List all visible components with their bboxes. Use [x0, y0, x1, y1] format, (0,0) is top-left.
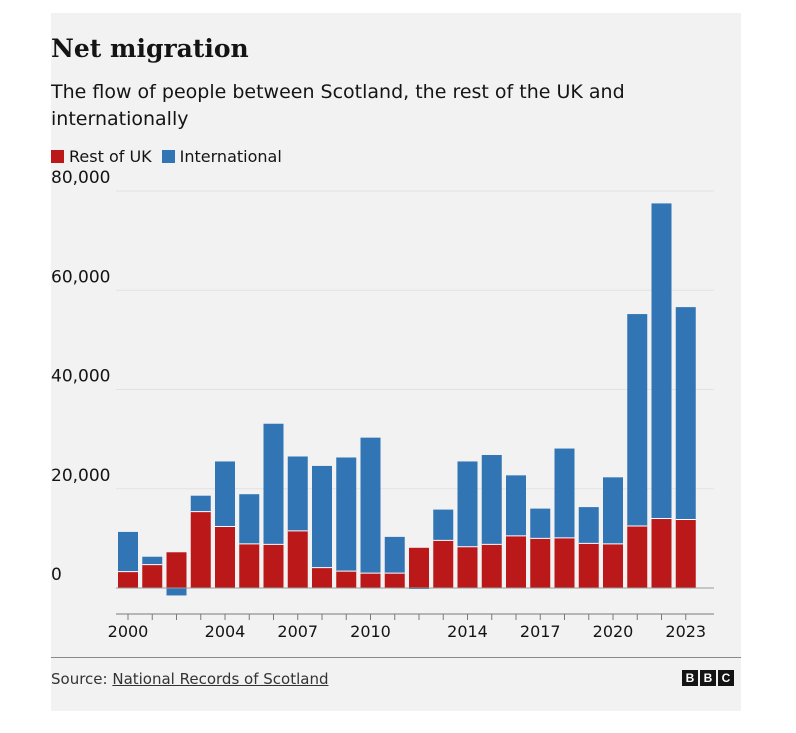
bar-international [215, 461, 235, 527]
legend-swatch-international [161, 150, 175, 163]
bar-international [360, 437, 381, 574]
x-tick-label: 2010 [350, 622, 391, 641]
chart-subtitle: The flow of people between Scotland, the… [51, 81, 625, 130]
x-tick-label: 2000 [108, 622, 149, 641]
bbc-logo-letter: B [700, 670, 716, 686]
bar-international [506, 475, 526, 536]
source-link[interactable]: National Records of Scotland [112, 670, 329, 688]
bar-international [142, 556, 163, 565]
y-tick-label: 60,000 [51, 267, 110, 287]
x-tick-label: 2004 [205, 622, 246, 641]
bar-rest-of-uk [675, 519, 696, 588]
bar-rest-of-uk [360, 573, 381, 588]
bar-rest-of-uk [651, 518, 672, 588]
bar-international [457, 461, 478, 547]
bar-international [675, 307, 696, 520]
bar-rest-of-uk [287, 530, 308, 588]
legend-item-international: International [161, 147, 282, 166]
bbc-logo-letter: B [682, 670, 698, 686]
bar-rest-of-uk [239, 543, 260, 588]
bar-international [287, 456, 308, 531]
x-tick-label: 2007 [277, 622, 318, 641]
bar-rest-of-uk [578, 543, 599, 588]
bar-rest-of-uk [409, 547, 429, 588]
legend: Rest of UK International [51, 147, 292, 166]
chart-card [51, 13, 741, 711]
x-tick-label: 2014 [447, 622, 488, 641]
legend-label-rest-of-uk: Rest of UK [69, 147, 152, 166]
bar-international [190, 495, 211, 512]
bar-international [312, 465, 332, 568]
bar-international [433, 509, 454, 541]
bar-international [554, 448, 575, 538]
legend-item-rest-of-uk: Rest of UK [51, 147, 152, 166]
bar-rest-of-uk [433, 540, 454, 588]
bbc-logo-letter: C [718, 670, 734, 686]
bar-rest-of-uk [457, 546, 478, 588]
bar-rest-of-uk [627, 525, 648, 588]
bar-rest-of-uk [312, 567, 332, 588]
bar-rest-of-uk [190, 511, 211, 588]
bar-rest-of-uk [336, 571, 357, 588]
y-tick-label: 20,000 [51, 466, 110, 486]
x-tick-label: 2017 [520, 622, 561, 641]
source-prefix: Source: [51, 670, 113, 688]
bar-international [530, 508, 551, 539]
chart-title: Net migration [51, 34, 249, 63]
legend-label-international: International [179, 147, 282, 166]
bar-rest-of-uk [215, 526, 235, 588]
bar-international [384, 536, 405, 574]
bar-international [603, 477, 623, 544]
bar-international [239, 494, 260, 544]
bar-rest-of-uk [481, 544, 502, 588]
y-tick-label: 0 [51, 565, 62, 585]
bar-rest-of-uk [142, 564, 163, 588]
bar-international [651, 203, 672, 519]
legend-swatch-rest-of-uk [51, 150, 64, 163]
bar-international [263, 423, 284, 545]
bar-rest-of-uk [263, 544, 284, 588]
y-tick-label: 80,000 [51, 168, 110, 188]
bar-rest-of-uk [603, 543, 623, 588]
bar-international [578, 507, 599, 544]
bar-rest-of-uk [506, 535, 526, 588]
y-tick-label: 40,000 [51, 367, 110, 387]
bar-rest-of-uk [384, 573, 405, 588]
source-divider [51, 657, 741, 658]
bar-international [166, 588, 187, 596]
source-line: Source: National Records of Scotland [51, 670, 328, 688]
bar-international [481, 455, 502, 545]
bar-rest-of-uk [554, 537, 575, 588]
bar-international [627, 314, 648, 526]
bar-rest-of-uk [530, 538, 551, 588]
bbc-logo: B B C [680, 670, 734, 686]
x-tick-label: 2023 [665, 622, 706, 641]
bar-international [336, 457, 357, 572]
bar-rest-of-uk [166, 552, 187, 588]
x-tick-label: 2020 [593, 622, 634, 641]
bar-international [118, 531, 138, 572]
bar-rest-of-uk [118, 571, 138, 588]
